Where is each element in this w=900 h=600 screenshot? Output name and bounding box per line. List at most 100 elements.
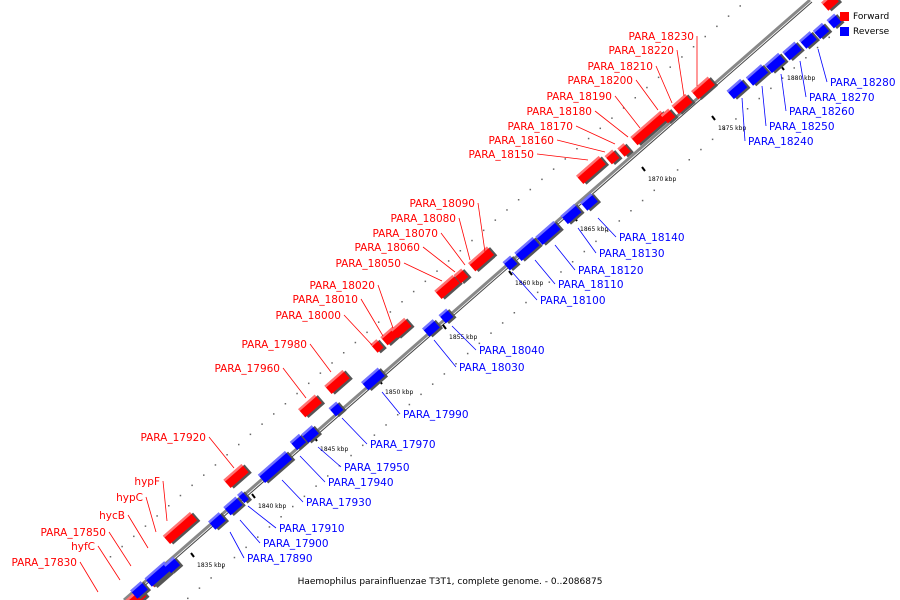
gene-box[interactable]: [826, 12, 845, 30]
gene-label[interactable]: PARA_18240: [748, 136, 814, 148]
tick-dot: [436, 270, 438, 272]
gene-label[interactable]: PARA_17830: [11, 557, 77, 569]
kbp-label: 1860 kbp: [515, 280, 543, 287]
gene-label[interactable]: PARA_18100: [540, 295, 606, 307]
gene-label[interactable]: hycB: [99, 510, 125, 522]
gene-box[interactable]: [821, 0, 843, 13]
gene-label[interactable]: PARA_17910: [279, 523, 345, 535]
gene-label[interactable]: PARA_18270: [809, 92, 875, 104]
gene-box[interactable]: [745, 63, 772, 88]
gene-label[interactable]: PARA_18170: [507, 121, 573, 133]
gene-box[interactable]: [691, 75, 719, 101]
gene-label[interactable]: PARA_18020: [309, 280, 375, 292]
gene-box[interactable]: [163, 556, 184, 575]
gene-box[interactable]: [671, 93, 696, 116]
gene-label[interactable]: PARA_17960: [214, 363, 280, 375]
gene-label[interactable]: PARA_17940: [328, 477, 394, 489]
gene-box[interactable]: [162, 511, 201, 546]
gene-label[interactable]: PARA_18130: [599, 248, 665, 260]
gene-box[interactable]: [604, 148, 623, 166]
gene-box[interactable]: [799, 30, 821, 51]
gene-box[interactable]: [328, 400, 347, 418]
tick-dot: [144, 525, 147, 527]
gene-box[interactable]: [502, 254, 521, 272]
gene-label[interactable]: hypF: [134, 476, 160, 488]
leader-line: [655, 65, 673, 104]
gene-label[interactable]: PARA_18050: [335, 258, 401, 270]
gene-label[interactable]: hypC: [116, 492, 143, 504]
gene-label[interactable]: PARA_18010: [292, 294, 358, 306]
gene-label[interactable]: PARA_17970: [370, 439, 436, 451]
gene-box[interactable]: [660, 107, 679, 125]
gene-label[interactable]: PARA_18000: [275, 310, 341, 322]
gene-label[interactable]: PARA_18110: [558, 279, 624, 291]
gene-label[interactable]: PARA_17920: [140, 432, 206, 444]
gene-label[interactable]: PARA_17900: [263, 538, 329, 550]
gene-label[interactable]: PARA_18140: [619, 232, 685, 244]
gene-box[interactable]: [390, 317, 415, 340]
gene-box[interactable]: [298, 393, 326, 419]
leader-line: [741, 97, 746, 142]
gene-box[interactable]: [361, 366, 389, 392]
gene-label[interactable]: PARA_18200: [567, 75, 633, 87]
gene-box[interactable]: [782, 40, 805, 62]
gene-box[interactable]: [223, 495, 246, 517]
gene-label[interactable]: PARA_17850: [40, 527, 106, 539]
gene-label[interactable]: PARA_17890: [247, 553, 313, 565]
gene-box[interactable]: [630, 109, 671, 147]
tick-dot: [482, 229, 485, 232]
leader-line: [97, 545, 121, 581]
gene-label[interactable]: PARA_17980: [241, 339, 307, 351]
gene-box[interactable]: [560, 203, 585, 226]
tick-dot: [657, 76, 660, 79]
gene-label[interactable]: PARA_18260: [789, 106, 855, 118]
gene-label[interactable]: PARA_18190: [546, 91, 612, 103]
gene-label[interactable]: PARA_18210: [587, 61, 653, 73]
gene-box[interactable]: [301, 424, 323, 445]
gene-label[interactable]: PARA_18080: [390, 213, 456, 225]
gene-box[interactable]: [370, 338, 387, 355]
tick-dot: [249, 433, 252, 436]
gene-box[interactable]: [257, 450, 296, 485]
gene-label[interactable]: PARA_18070: [372, 228, 438, 240]
gene-label[interactable]: PARA_18280: [830, 77, 896, 89]
gene-box[interactable]: [453, 267, 472, 285]
gene-label[interactable]: PARA_18150: [468, 149, 534, 161]
gene-box[interactable]: [438, 307, 457, 325]
leader-line: [554, 244, 576, 271]
gene-box[interactable]: [535, 220, 564, 247]
gene-box[interactable]: [130, 580, 152, 600]
gene-label[interactable]: PARA_18120: [578, 265, 644, 277]
gene-label[interactable]: PARA_18090: [409, 198, 475, 210]
gene-box[interactable]: [764, 52, 789, 75]
gene-box[interactable]: [726, 78, 751, 101]
gene-label[interactable]: PARA_17930: [306, 497, 372, 509]
gene-label[interactable]: PARA_17950: [344, 462, 410, 474]
gene-box[interactable]: [223, 463, 252, 490]
gene-box[interactable]: [324, 369, 353, 396]
gene-label[interactable]: PARA_18230: [628, 31, 694, 43]
gene-box[interactable]: [576, 155, 610, 186]
gene-label[interactable]: PARA_18250: [769, 121, 835, 133]
tick-dot: [420, 393, 422, 396]
gene-box[interactable]: [514, 236, 543, 263]
kbp-tick: [711, 115, 716, 121]
gene-label[interactable]: PARA_18060: [354, 242, 420, 254]
gene-label[interactable]: PARA_18180: [526, 106, 592, 118]
gene-box[interactable]: [580, 192, 602, 213]
gene-box[interactable]: [208, 511, 230, 532]
gene-label[interactable]: PARA_17990: [403, 409, 469, 421]
gene-label[interactable]: PARA_18040: [479, 345, 545, 357]
tick-dot: [560, 271, 562, 273]
gene-box[interactable]: [237, 490, 253, 505]
gene-box[interactable]: [812, 22, 833, 41]
gene-label[interactable]: PARA_18160: [488, 135, 554, 147]
gene-box[interactable]: [434, 274, 463, 301]
gene-box[interactable]: [422, 318, 444, 339]
gene-label[interactable]: PARA_18030: [459, 362, 525, 374]
gene-box[interactable]: [617, 142, 634, 159]
gene-label[interactable]: hyfC: [71, 541, 95, 553]
leader-line: [422, 246, 456, 273]
gene-label[interactable]: PARA_18220: [608, 45, 674, 57]
tick-dot: [361, 444, 364, 447]
